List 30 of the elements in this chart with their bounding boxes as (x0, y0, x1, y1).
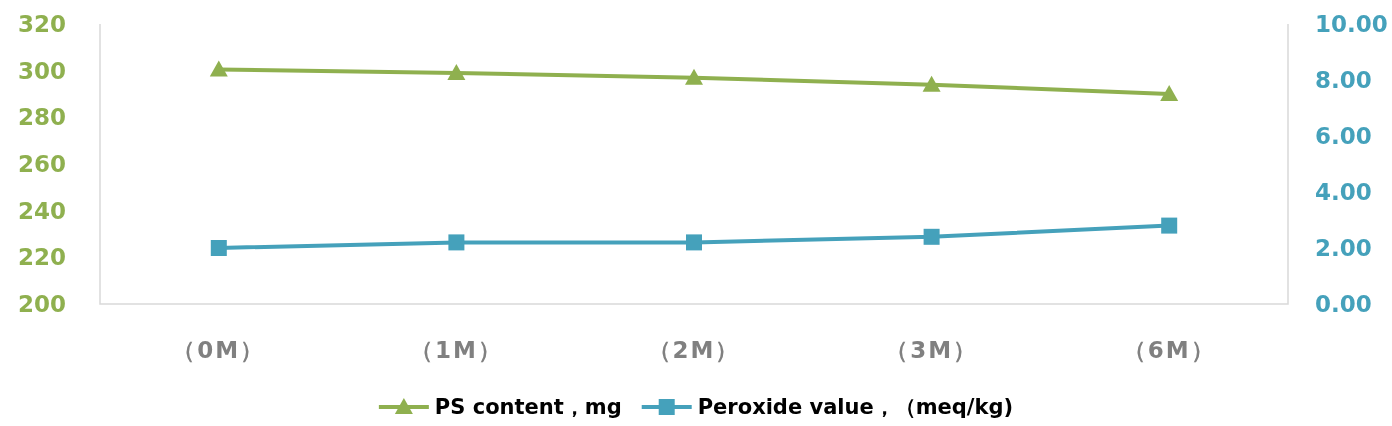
y-tick-label: 300 (17, 57, 66, 84)
x-tick-label: （6M） (1122, 337, 1216, 363)
y-tick-label: 220 (17, 244, 66, 271)
x-tick-label: （0M） (172, 337, 266, 363)
point (686, 234, 702, 251)
y2-tick-label: 6.00 (1315, 123, 1372, 149)
point (1161, 217, 1178, 234)
point (922, 75, 941, 92)
y-tick-label: 240 (17, 197, 66, 224)
y-tick-label: 320 (17, 11, 66, 37)
y2-tick-label: 0.00 (1315, 291, 1372, 317)
x-tick-label: （2M） (647, 337, 741, 363)
y-tick-label: 280 (17, 104, 66, 131)
legend-label: PS content，mg (434, 395, 622, 419)
point (923, 228, 940, 245)
point (685, 68, 703, 85)
point (209, 60, 228, 77)
point (1160, 85, 1179, 101)
point (447, 64, 466, 80)
point (210, 240, 227, 256)
y2-tick-label: 10.00 (1315, 11, 1388, 37)
y-tick-label: 200 (17, 291, 66, 317)
y2-tick-label: 8.00 (1315, 67, 1372, 93)
x-tick-label: （3M） (885, 337, 979, 363)
y2-tick-label: 2.00 (1315, 235, 1372, 261)
point (448, 234, 465, 251)
x-tick-label: （1M） (409, 337, 503, 363)
legend-label: Peroxide value，（meq/kg) (697, 395, 1014, 419)
y-tick-label: 260 (17, 151, 66, 177)
y2-tick-label: 4.00 (1315, 179, 1372, 205)
